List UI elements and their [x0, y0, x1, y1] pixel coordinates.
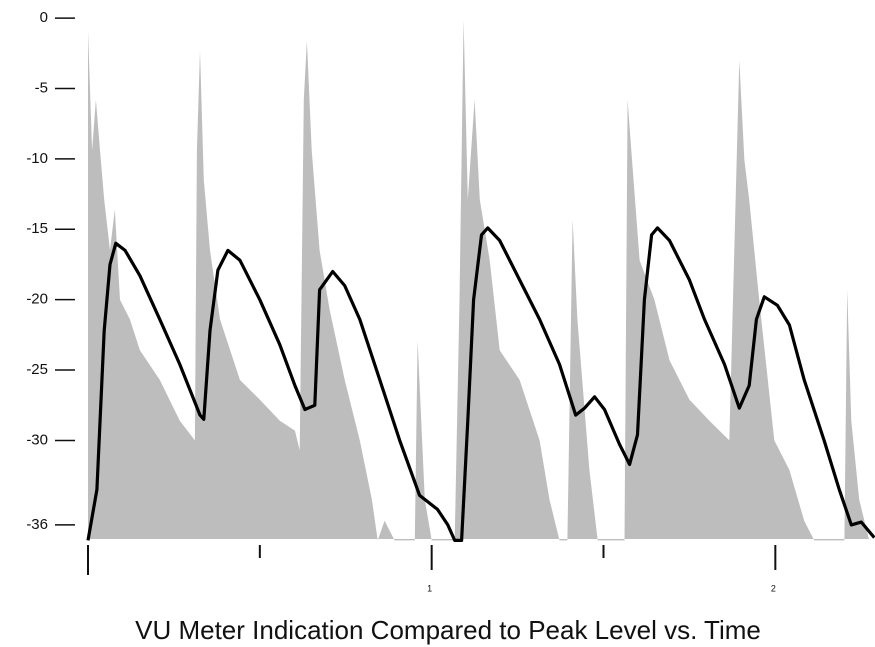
y-tick-label: -5: [35, 79, 48, 96]
vu-line: [86, 226, 875, 542]
x-tick-label: 1: [427, 583, 432, 593]
y-tick-label: -15: [26, 220, 48, 237]
y-tick-label: -25: [26, 361, 48, 378]
y-tick-label: -30: [26, 431, 48, 448]
peak-area: [88, 19, 870, 541]
y-tick-label: -10: [26, 150, 48, 167]
y-tick-label: 0: [40, 9, 48, 26]
y-tick-label: -20: [26, 291, 48, 308]
chart-title: VU Meter Indication Compared to Peak Lev…: [135, 615, 761, 645]
x-tick-label: 2: [771, 583, 776, 593]
y-tick-label: -36: [26, 516, 48, 533]
